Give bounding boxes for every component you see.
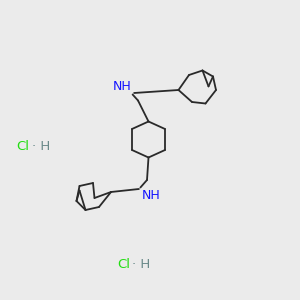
Text: NH: NH: [142, 189, 161, 202]
Text: NH: NH: [112, 80, 131, 93]
Text: Cl: Cl: [117, 258, 130, 271]
Text: · H: · H: [32, 140, 50, 154]
Text: · H: · H: [132, 258, 150, 271]
Text: Cl: Cl: [16, 140, 29, 154]
